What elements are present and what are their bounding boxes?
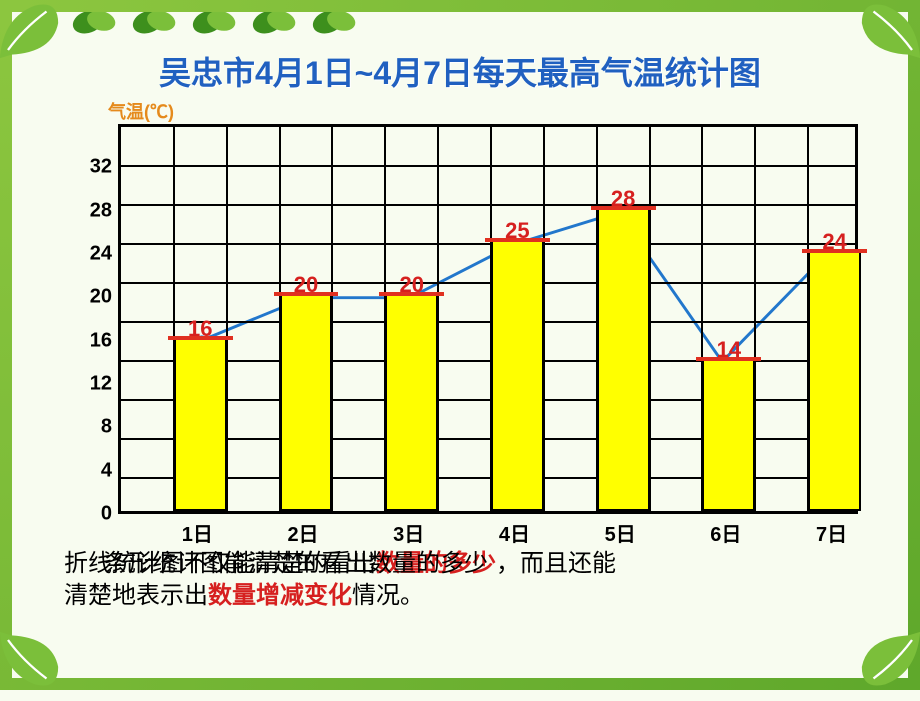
y-tick-label: 20: [72, 286, 112, 309]
caption-part: 清楚地表示出: [64, 582, 208, 609]
value-label: 28: [611, 186, 635, 212]
grid-line: [121, 243, 855, 245]
caption-red: 数量增减变化: [208, 582, 352, 609]
bar: [808, 251, 861, 511]
grid-line: [121, 321, 855, 323]
chart-title: 吴忠市4月1日~4月7日每天最高气温统计图: [44, 48, 876, 94]
value-label: 14: [717, 337, 741, 363]
x-tick-label: 1日: [182, 518, 213, 547]
grid-line: [121, 165, 855, 167]
bar: [385, 294, 438, 511]
leaf-icon: [310, 4, 358, 40]
grid-line: [121, 282, 855, 284]
bar: [174, 338, 227, 511]
bar: [597, 208, 650, 511]
leaf-icon: [130, 4, 178, 40]
value-label: 20: [399, 272, 423, 298]
chart: 16 20 20 25 28 14 24 0 4 8 12 16 20 24 28 32 1日 2日 3日 4日 5日…: [64, 124, 874, 544]
y-tick-label: 4: [72, 459, 112, 482]
caption-text: 折线统计图不仅能清楚的看出数量的多少，而且还能 清楚地表示出数量增减变化情况。 …: [44, 548, 876, 613]
x-tick-label: 4日: [499, 518, 530, 547]
value-label: 25: [505, 218, 529, 244]
y-tick-label: 32: [72, 156, 112, 179]
value-label: 24: [822, 229, 846, 255]
y-tick-label: 16: [72, 329, 112, 352]
content-area: 吴忠市4月1日~4月7日每天最高气温统计图 气温(℃) 16 20 20 25 28 14…: [16, 16, 904, 674]
leaf-icon: [70, 4, 118, 40]
leaf-icon: [0, 0, 64, 64]
caption-overlay: 条形统计图能清楚的看出数量的多少: [104, 548, 488, 580]
value-label: 16: [188, 316, 212, 342]
bar: [280, 294, 333, 511]
y-axis-label: 气温(℃): [108, 98, 876, 124]
y-tick-label: 24: [72, 243, 112, 266]
plot-area: 16 20 20 25 28 14 24: [118, 124, 858, 514]
top-leaf-row: [70, 4, 358, 40]
leaf-icon: [856, 0, 920, 64]
caption-part: 情况。: [352, 582, 424, 609]
bar: [491, 240, 544, 511]
y-tick-label: 0: [72, 503, 112, 526]
leaf-icon: [856, 626, 920, 696]
bar: [702, 359, 755, 511]
caption-part: ，而且还能: [496, 550, 616, 577]
x-tick-label: 5日: [605, 518, 636, 547]
y-tick-label: 8: [72, 416, 112, 439]
y-tick-label: 28: [72, 199, 112, 222]
leaf-icon: [190, 4, 238, 40]
grid-line: [121, 204, 855, 206]
leaf-icon: [250, 4, 298, 40]
x-tick-label: 7日: [816, 518, 847, 547]
x-tick-label: 3日: [393, 518, 424, 547]
x-tick-label: 2日: [287, 518, 318, 547]
leaf-icon: [0, 626, 64, 696]
value-label: 20: [294, 272, 318, 298]
x-tick-label: 6日: [710, 518, 741, 547]
y-tick-label: 12: [72, 373, 112, 396]
